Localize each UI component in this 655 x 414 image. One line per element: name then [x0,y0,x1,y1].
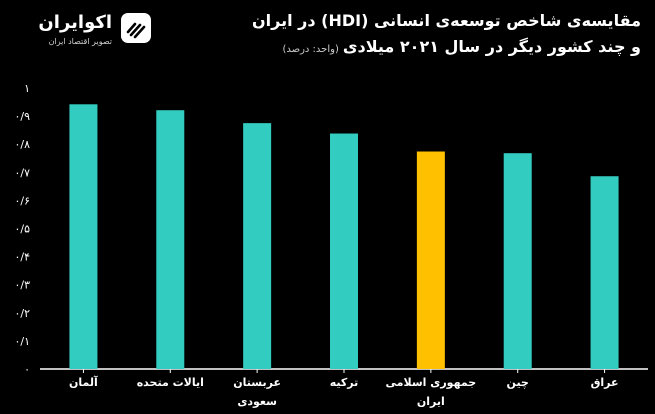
y-tick-label: ۰ [24,363,30,376]
x-tick-label: عربستان سعودی [233,376,281,408]
bar [330,133,358,369]
brand-mark-icon [121,13,151,43]
y-tick-label: ۰/۱ [14,335,30,348]
bar [416,151,445,369]
chart-title-line-2-text: و چند کشور دیگر در سال ۲۰۲۱ میلادی [342,37,641,56]
x-tick-label: جمهوری اسلامی ایران [386,376,477,408]
y-tick-label: ۰/۸ [14,138,30,151]
unit-label: (واحد: درصد) [282,44,339,55]
brand-tagline: تصویر اقتصاد ایران [48,37,112,46]
y-tick-label: ۰/۷ [14,166,30,179]
y-axis-ticks: ۰ ۰/۱ ۰/۲ ۰/۳ ۰/۴ ۰/۵ ۰/۶ ۰/۷ ۰/۸ ۰/۹ ۱ [14,82,30,376]
brand-name: اکوایران [38,12,112,33]
chart-title-line-2: و چند کشور دیگر در سال ۲۰۲۱ میلادی(واحد:… [171,34,641,63]
x-tick-label: ترکیه [330,376,359,389]
x-tick-label-line: سعودی [237,395,277,408]
x-axis-labels: آلمان ایالات متحده عربستان سعودی ترکیه جمهوری… [69,369,619,408]
bar [69,104,98,369]
y-tick-label: ۱ [24,82,30,95]
bar [243,123,272,369]
y-tick-label: ۰/۵ [14,223,30,236]
x-tick-label: ایالات متحده [137,376,204,389]
x-tick-label-line: عربستان [233,376,281,389]
chart-title: مقایسه‌ی شاخص توسعه‌ی انسانی (HDI) در ای… [171,8,641,63]
y-tick-label: ۰/۹ [14,110,30,123]
y-tick-label: ۰/۲ [14,307,30,320]
bar [156,110,185,369]
brand-logo: اکوایران تصویر اقتصاد ایران [12,10,152,56]
x-tick-label-line: ایران [417,395,445,408]
x-tick-label: چین [507,376,529,389]
x-tick-label-line: جمهوری اسلامی [386,376,477,389]
chart-title-line-1: مقایسه‌ی شاخص توسعه‌ی انسانی (HDI) در ای… [251,11,641,30]
y-tick-label: ۰/۶ [14,194,30,207]
x-tick-label-line: ایالات متحده [137,376,204,389]
x-tick-label-line: ترکیه [330,376,359,389]
bar [590,176,619,369]
x-tick-label: عراق [591,376,619,389]
x-tick-label: آلمان [69,375,98,389]
y-tick-label: ۰/۳ [14,279,30,292]
x-tick-label-line: آلمان [69,375,98,389]
bar [503,153,532,369]
bars-group [69,104,619,369]
y-tick-label: ۰/۴ [14,251,30,264]
x-tick-label-line: چین [507,376,529,389]
x-tick-label-line: عراق [591,376,619,389]
